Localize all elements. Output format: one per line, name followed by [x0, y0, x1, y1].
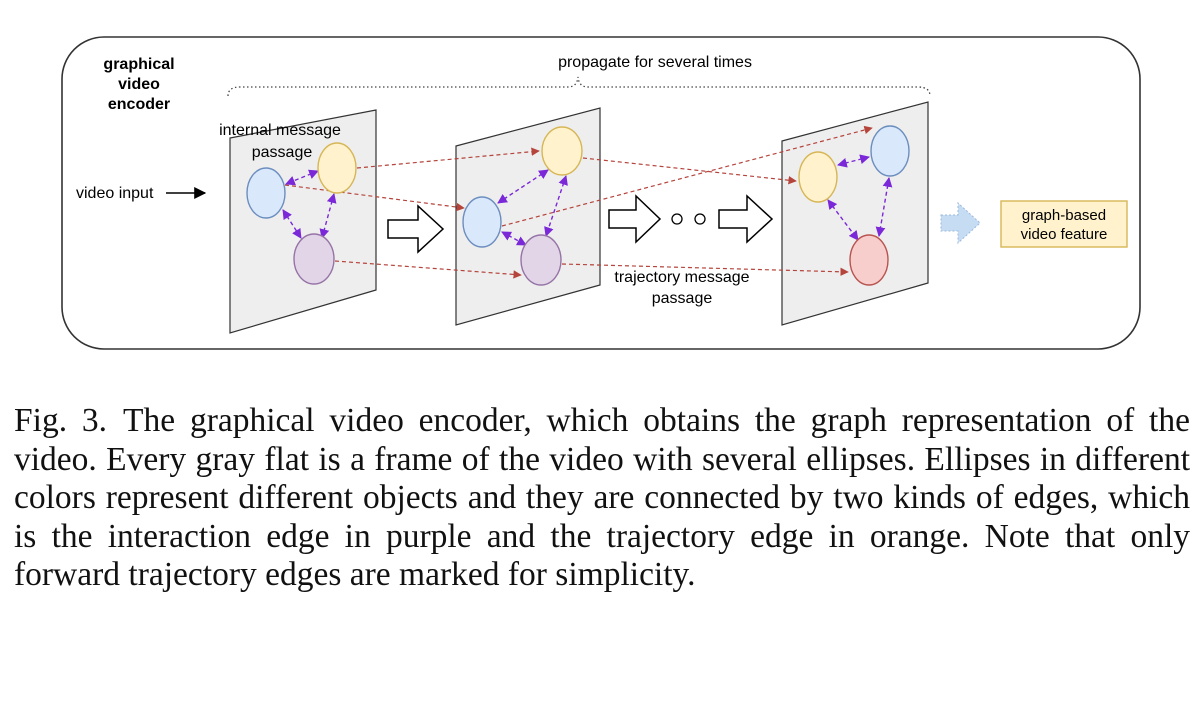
- trajectory-edge: [582, 157, 797, 185]
- propagate-brace: [227, 76, 931, 97]
- output-box: [1000, 200, 1128, 248]
- figure-caption: Fig. 3. The graphical video encoder, whic…: [14, 402, 1190, 595]
- node-blue: [870, 125, 910, 177]
- transition-arrow: [608, 194, 662, 244]
- node-yellow: [541, 126, 583, 176]
- ellipsis-dot: [694, 213, 706, 225]
- node-blue: [246, 167, 286, 219]
- interaction-edge: [319, 193, 337, 239]
- interaction-edge: [875, 177, 893, 237]
- ellipsis-dot: [671, 213, 683, 225]
- trajectory-edge: [284, 184, 465, 212]
- interaction-edges: [282, 154, 893, 246]
- node-blue: [462, 196, 502, 248]
- caption-figure-number: Fig. 3.: [14, 402, 108, 439]
- interaction-edge: [285, 169, 319, 186]
- trajectory-label-line-2: passage: [652, 290, 713, 307]
- encoder-container: [61, 36, 1141, 350]
- transition-arrow: [387, 204, 445, 254]
- internal-label-line-2: passage: [252, 144, 313, 161]
- trajectory-edge: [334, 260, 522, 279]
- trajectory-edge: [356, 147, 540, 169]
- interaction-edge: [282, 209, 302, 239]
- transition-arrow: [718, 194, 774, 244]
- interaction-edge: [837, 154, 870, 168]
- trajectory-edge: [561, 263, 849, 276]
- propagate-label: propagate for several times: [558, 54, 752, 71]
- node-purple: [520, 234, 562, 286]
- encoder-title-line-1: graphical: [103, 56, 174, 73]
- node-yellow: [317, 142, 357, 194]
- node-red: [849, 234, 889, 286]
- interaction-edge: [497, 169, 549, 204]
- caption-text: The graphical video encoder, which obtai…: [14, 402, 1190, 593]
- diagram-canvas: graphical video encoder propagate for se…: [61, 36, 1141, 350]
- interaction-edge: [827, 199, 859, 241]
- encoder-title-line-3: encoder: [108, 96, 170, 113]
- interaction-edge: [544, 175, 568, 237]
- encoder-diagram: graphical video encoder propagate for se…: [61, 36, 1141, 350]
- trajectory-label-line-1: trajectory message: [614, 269, 749, 286]
- node-purple: [293, 233, 335, 285]
- encoder-title-line-2: video: [118, 76, 160, 93]
- video-input-label: video input: [76, 185, 154, 202]
- node-yellow: [798, 151, 838, 203]
- internal-label-line-1: internal message: [219, 122, 341, 139]
- output-label-line-2: video feature: [1021, 226, 1108, 243]
- output-arrow: [940, 201, 981, 245]
- output-label-line-1: graph-based: [1022, 207, 1106, 224]
- interaction-edge: [501, 231, 527, 246]
